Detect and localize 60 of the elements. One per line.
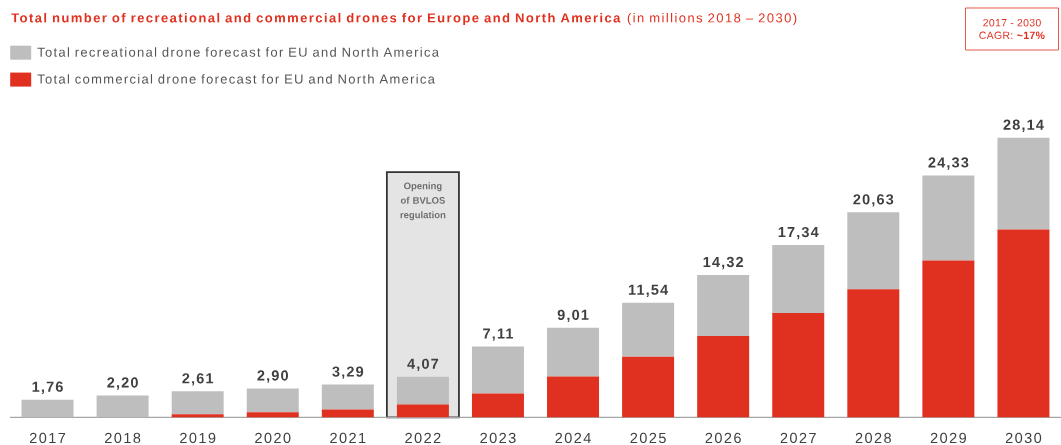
bar — [321, 409, 374, 418]
x-tick-label: 2021 — [330, 432, 366, 444]
annotation: 24,33 — [928, 157, 969, 170]
annotation: 3,29 — [332, 366, 364, 379]
x-tick-label: 2017 — [29, 432, 66, 444]
annotation: 4,07 — [407, 358, 439, 371]
bar — [697, 274, 750, 336]
bar — [547, 376, 600, 418]
x-tick-label: 2018 — [105, 432, 141, 444]
bar — [922, 175, 975, 261]
annotation: 1,76 — [32, 381, 63, 394]
x-tick-label: 2022 — [405, 432, 441, 444]
x-tick-label: 2025 — [630, 432, 666, 444]
chart-title: Total number of recreational and commercial drones for Europe and North America (in millions 2018 – 2030) — [11, 12, 797, 26]
bar — [471, 393, 524, 418]
bar — [922, 260, 975, 418]
annotation: 7,11 — [483, 328, 513, 341]
bar — [471, 346, 524, 394]
x-tick-label: 2030 — [1005, 432, 1042, 444]
annotation: 11,54 — [628, 284, 669, 297]
bar — [697, 335, 750, 418]
bar — [622, 302, 675, 357]
bar — [997, 137, 1050, 230]
annotation: 17,34 — [778, 226, 819, 240]
annotation: 28,14 — [1003, 119, 1044, 132]
annotation: 2,90 — [257, 370, 289, 383]
x-tick-label: 2020 — [255, 432, 291, 444]
x-tick-label: 2027 — [780, 432, 816, 444]
bar — [396, 376, 449, 405]
bar — [21, 399, 74, 418]
annotation: 20,63 — [853, 194, 894, 207]
x-tick-label: 2026 — [705, 432, 741, 444]
bar — [396, 404, 449, 418]
bar — [547, 327, 600, 377]
bar — [772, 313, 825, 418]
annotation: 2,61 — [182, 373, 214, 386]
bar — [96, 395, 149, 418]
bar — [622, 356, 675, 418]
annotation: 14,32 — [703, 256, 744, 270]
legend-label: Total commercial drone forecast for EU and North America — [37, 74, 435, 84]
bar — [997, 229, 1050, 418]
text: 2017 - 2030 — [983, 18, 1041, 27]
x-tick-label: 2028 — [855, 432, 891, 444]
bar — [171, 414, 224, 418]
annotation: 2,20 — [107, 377, 138, 390]
bar — [847, 289, 900, 418]
annotation: 9,01 — [557, 309, 589, 323]
x-tick-label: 2023 — [480, 432, 516, 444]
bar — [246, 412, 299, 418]
x-tick-label: 2024 — [555, 432, 591, 444]
text: CAGR: ~17% — [979, 31, 1045, 40]
band-label: Opening of BVLOS regulation — [400, 182, 446, 221]
legend-label: Total recreational drone forecast for EU and North America — [37, 47, 439, 57]
bar — [847, 212, 900, 290]
x-tick-label: 2029 — [930, 432, 966, 444]
bar — [246, 388, 299, 413]
bar — [321, 384, 374, 410]
x-tick-label: 2019 — [180, 432, 216, 444]
bar — [772, 245, 825, 314]
bar — [171, 391, 224, 415]
